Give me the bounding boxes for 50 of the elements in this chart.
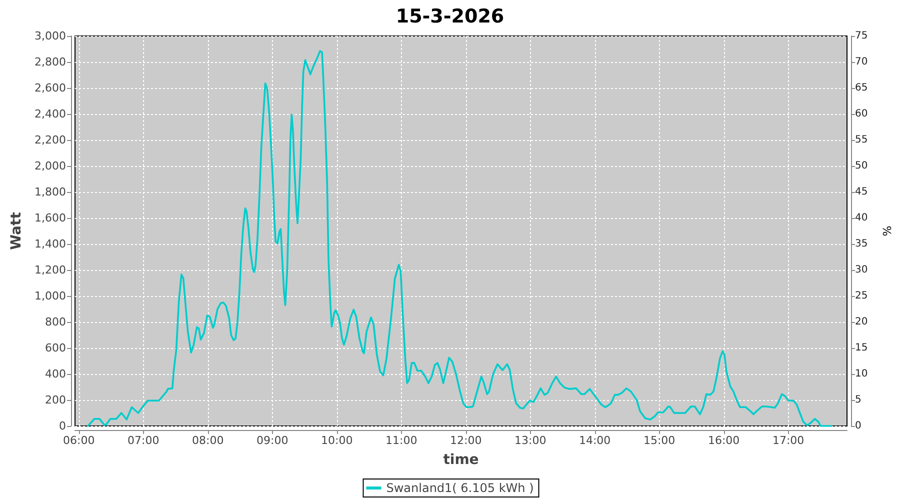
y2-axis-title: % [880, 226, 893, 236]
y2-tick-label: 35 [855, 238, 868, 250]
x-axis-title: time [443, 452, 479, 468]
line-series [87, 50, 832, 427]
y-tick-label: 600 [45, 342, 66, 354]
x-tick-label: 07:00 [128, 434, 160, 447]
x-tick-label: 09:00 [256, 434, 288, 447]
y2-tick-label: 15 [855, 342, 868, 354]
y2-tick-label: 50 [855, 160, 868, 172]
legend-label: Swanland1( 6.105 kWh ) [386, 481, 534, 495]
y2-tick-label: 5 [855, 394, 862, 406]
y-tick-label: 1,800 [34, 186, 66, 198]
y2-tick-label: 55 [855, 134, 868, 146]
y2-tick-label: 45 [855, 186, 868, 198]
y-tick-label: 2,800 [34, 56, 66, 68]
y-tick-label: 1,600 [34, 212, 66, 224]
y-tick-label: 1,200 [34, 264, 66, 276]
chart-title: 15-3-2026 [396, 6, 504, 28]
x-tick-label: 17:00 [772, 434, 804, 447]
y2-tick-label: 25 [855, 290, 868, 302]
y-tick-label: 2,400 [34, 108, 66, 120]
x-tick-label: 08:00 [192, 434, 224, 447]
y-tick-label: 2,200 [34, 134, 66, 146]
x-tick-label: 13:00 [514, 434, 546, 447]
y-tick-label: 2,600 [34, 82, 66, 94]
x-tick-label: 06:00 [63, 434, 95, 447]
y2-tick-label: 70 [855, 56, 868, 68]
y-tick-label: 1,000 [34, 290, 66, 302]
y-tick-label: 800 [45, 316, 66, 328]
y2-tick-label: 20 [855, 316, 868, 328]
y-tick-label: 2,000 [34, 160, 66, 172]
y-tick-label: 0 [59, 420, 66, 432]
y-tick-label: 200 [45, 394, 66, 406]
y-tick-label: 400 [45, 368, 66, 380]
x-tick-label: 12:00 [450, 434, 482, 447]
y2-tick-label: 0 [855, 420, 862, 432]
x-tick-label: 15:00 [643, 434, 676, 447]
y2-tick-label: 60 [855, 108, 868, 120]
y2-tick-label: 30 [855, 264, 868, 276]
y2-tick-label: 10 [855, 368, 868, 380]
y-tick-label: 3,000 [34, 30, 66, 42]
x-tick-label: 16:00 [708, 434, 740, 447]
y-axis-title: Watt [8, 212, 25, 250]
y-tick-label: 1,400 [34, 238, 66, 250]
x-tick-label: 11:00 [385, 434, 418, 447]
y2-tick-label: 40 [855, 212, 868, 224]
y2-tick-label: 65 [855, 82, 868, 94]
x-tick-label: 10:00 [320, 434, 353, 447]
x-tick-label: 14:00 [578, 434, 611, 447]
y2-tick-label: 75 [855, 30, 868, 42]
